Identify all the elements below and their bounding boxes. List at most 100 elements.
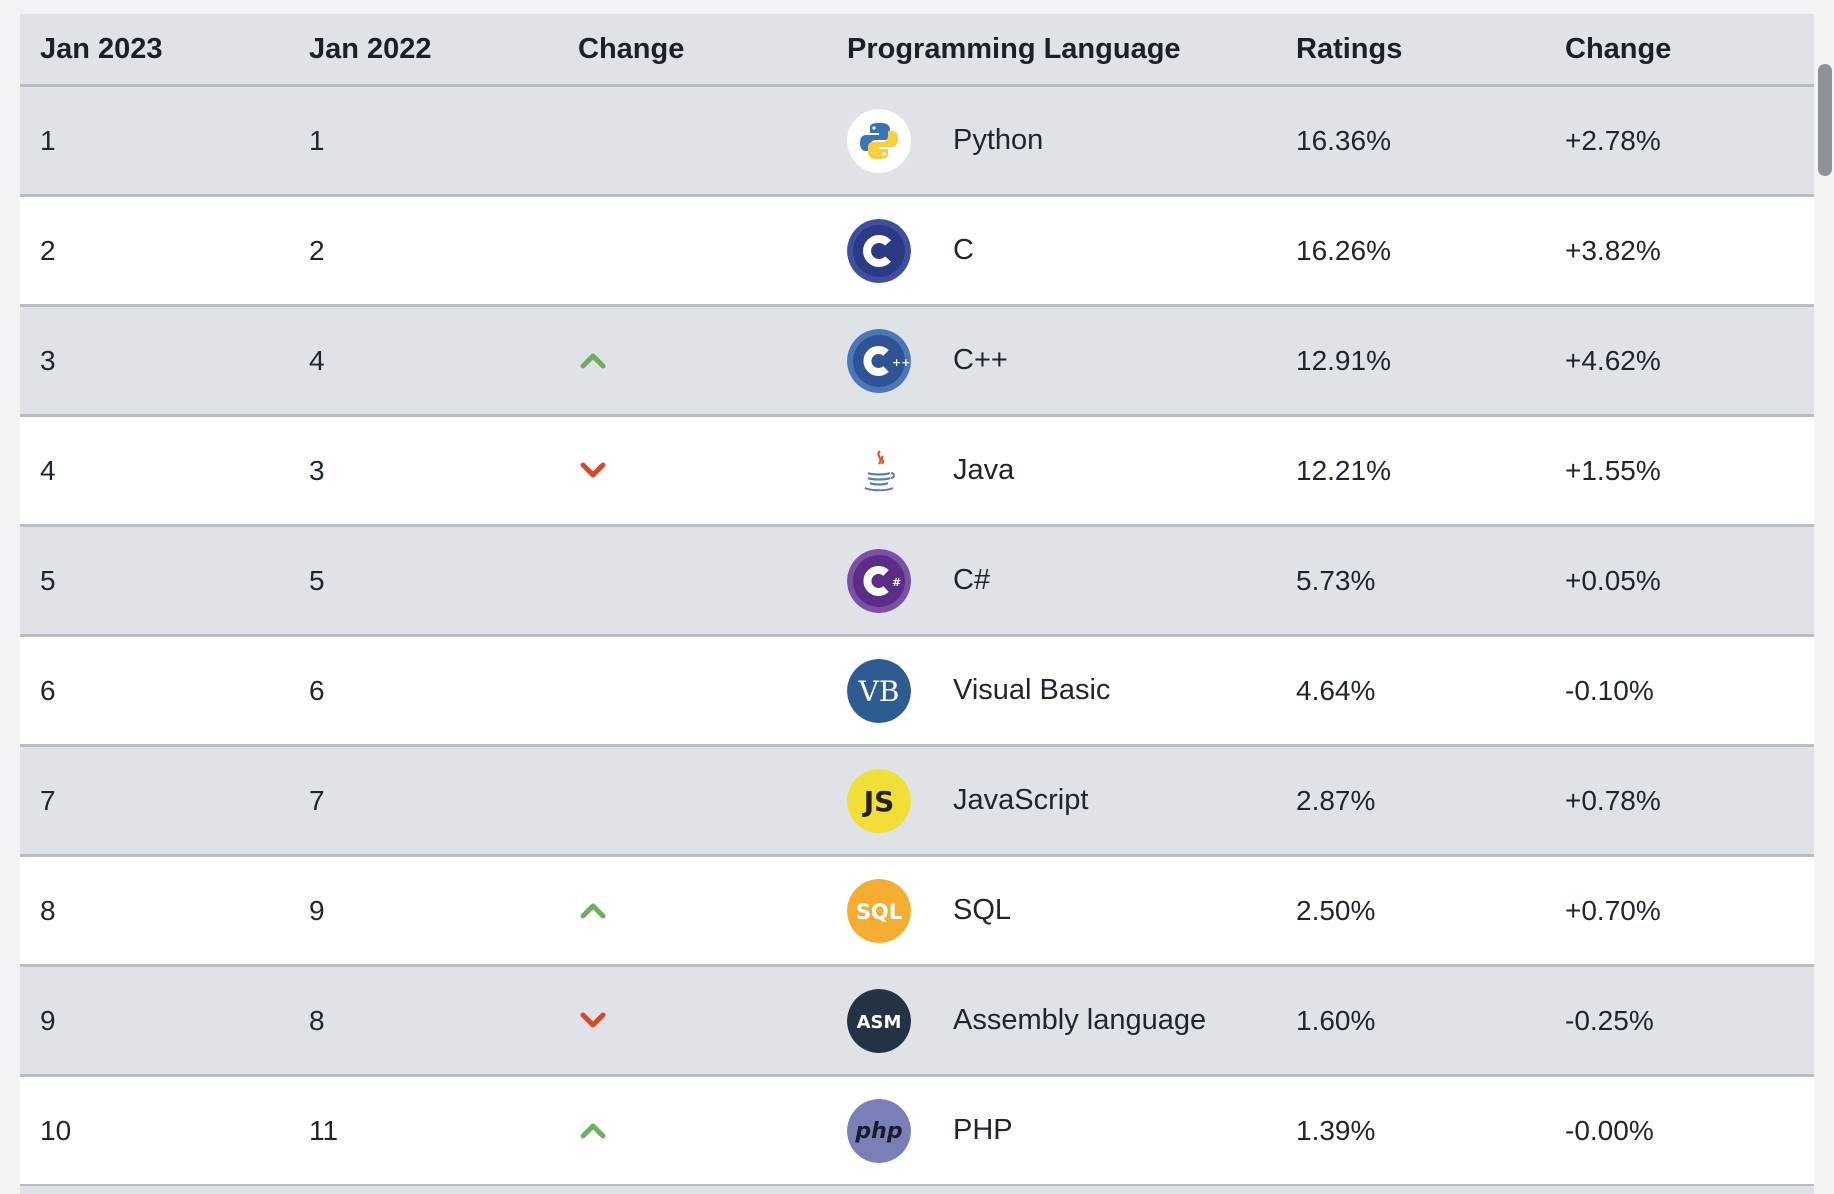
table-row: 1 1 Python 16.36% +2.78%	[20, 87, 1814, 197]
rank-jan-2022: 2	[309, 234, 325, 266]
assembly-icon: ASM	[847, 988, 911, 1053]
rank-jan-2022: 6	[309, 674, 325, 706]
rank-down-arrow-icon	[578, 1010, 608, 1030]
rating-change: -0.10%	[1565, 674, 1654, 706]
table-row: 5 5 # C# 5.73% +0.05%	[20, 527, 1814, 637]
programming-language: JS JavaScript	[827, 768, 1276, 833]
rating-change: +1.55%	[1565, 454, 1661, 486]
rating-change: +2.78%	[1565, 124, 1661, 156]
rating-change: +0.70%	[1565, 894, 1661, 926]
language-name: Assembly language	[953, 1004, 1207, 1036]
rank-jan-2022: 4	[309, 344, 325, 376]
programming-language: SQL SQL	[827, 878, 1276, 943]
rating-change: +3.82%	[1565, 234, 1661, 266]
rank-jan-2023: 10	[40, 1114, 72, 1146]
table-row: 3 4 ++ C++ 12.91% +4.62%	[20, 307, 1814, 417]
rank-change	[558, 345, 827, 377]
language-name: C	[953, 234, 974, 266]
header-ratings: Ratings	[1296, 32, 1403, 65]
svg-text:ASM: ASM	[857, 1012, 902, 1033]
rating: 2.87%	[1296, 784, 1376, 816]
rank-jan-2023: 9	[40, 1004, 56, 1036]
table-row: 10 11 php PHP 1.39% -0.00%	[20, 1077, 1814, 1187]
rating-change: +0.05%	[1565, 564, 1661, 596]
cpp-icon: ++	[847, 328, 911, 393]
rank-jan-2022: 8	[309, 1004, 325, 1036]
svg-text:JS: JS	[862, 785, 895, 818]
rating-change: +4.62%	[1565, 344, 1661, 376]
svg-text:++: ++	[892, 356, 910, 369]
table-row: 8 9 SQL SQL 2.50% +0.70%	[20, 857, 1814, 967]
sql-icon: SQL	[847, 878, 911, 943]
svg-text:VB: VB	[858, 675, 900, 708]
language-name: C++	[953, 344, 1008, 376]
language-name: PHP	[953, 1114, 1013, 1146]
header-jan-2023: Jan 2023	[40, 32, 163, 65]
javascript-icon: JS	[847, 768, 911, 833]
rank-jan-2023: 6	[40, 674, 56, 706]
rank-jan-2022: 5	[309, 564, 325, 596]
rating-change: -0.00%	[1565, 1114, 1654, 1146]
scrollbar[interactable]	[1816, 0, 1834, 1194]
programming-language: # C#	[827, 548, 1276, 613]
rank-change	[558, 1005, 827, 1037]
language-name: SQL	[953, 894, 1012, 926]
rank-change	[558, 895, 827, 927]
rank-up-arrow-icon	[578, 900, 608, 920]
rank-up-arrow-icon	[578, 1120, 608, 1140]
programming-language: Python	[827, 108, 1276, 173]
visual-basic-icon: VB	[847, 658, 911, 723]
rank-up-arrow-icon	[578, 350, 608, 370]
rating: 12.21%	[1296, 454, 1391, 486]
rank-jan-2023: 4	[40, 454, 56, 486]
table-row: 2 2 C 16.26% +3.82%	[20, 197, 1814, 307]
header-programming-language: Programming Language	[847, 32, 1181, 65]
rank-jan-2022: 9	[309, 894, 325, 926]
svg-text:php: php	[854, 1119, 902, 1144]
programming-language: C	[827, 218, 1276, 283]
java-icon	[847, 438, 911, 503]
programming-language: ++ C++	[827, 328, 1276, 393]
rank-jan-2023: 1	[40, 124, 56, 156]
programming-language: VB Visual Basic	[827, 658, 1276, 723]
rating: 16.26%	[1296, 234, 1391, 266]
language-name: Java	[953, 454, 1015, 486]
rank-jan-2023: 2	[40, 234, 56, 266]
rating: 1.60%	[1296, 1004, 1376, 1036]
rank-jan-2022: 11	[309, 1114, 339, 1146]
language-name: Visual Basic	[953, 674, 1111, 706]
c-icon	[847, 218, 911, 283]
rating: 4.64%	[1296, 674, 1376, 706]
language-name: Python	[953, 124, 1044, 156]
rank-jan-2023: 7	[40, 784, 56, 816]
svg-text:SQL: SQL	[856, 900, 902, 924]
table-bottom-edge	[20, 1186, 1814, 1194]
scrollbar-thumb[interactable]	[1818, 64, 1832, 176]
table-header: Jan 2023 Jan 2022 Change Programming Lan…	[20, 14, 1814, 87]
rating: 1.39%	[1296, 1114, 1376, 1146]
language-name: C#	[953, 564, 991, 596]
rating-change: +0.78%	[1565, 784, 1661, 816]
python-icon	[847, 108, 911, 173]
rank-change	[558, 1115, 827, 1147]
programming-language: ASM Assembly language	[827, 988, 1276, 1053]
header-change: Change	[578, 32, 685, 65]
rank-jan-2022: 7	[309, 784, 325, 816]
rating: 2.50%	[1296, 894, 1376, 926]
rating: 5.73%	[1296, 564, 1376, 596]
rank-jan-2022: 1	[309, 124, 325, 156]
rank-down-arrow-icon	[578, 460, 608, 480]
table-row: 6 6 VB Visual Basic 4.64% -0.10%	[20, 637, 1814, 747]
table-body: 1 1 Python 16.36% +2.78% 2 2 C 16.26% +3.82% 3 4 ++ C…	[20, 87, 1814, 1187]
table-row: 9 8 ASM Assembly language 1.60% -0.25%	[20, 967, 1814, 1077]
tiobe-ranking-table: Jan 2023 Jan 2022 Change Programming Lan…	[20, 14, 1814, 1187]
programming-language: php PHP	[827, 1098, 1276, 1163]
rank-jan-2022: 3	[309, 454, 325, 486]
php-icon: php	[847, 1098, 911, 1163]
language-name: JavaScript	[953, 784, 1089, 816]
table-row: 4 3 Java 12.21% +1.55%	[20, 417, 1814, 527]
rank-change	[558, 455, 827, 487]
rank-jan-2023: 3	[40, 344, 56, 376]
csharp-icon: #	[847, 548, 911, 613]
header-rating-change: Change	[1565, 32, 1672, 65]
